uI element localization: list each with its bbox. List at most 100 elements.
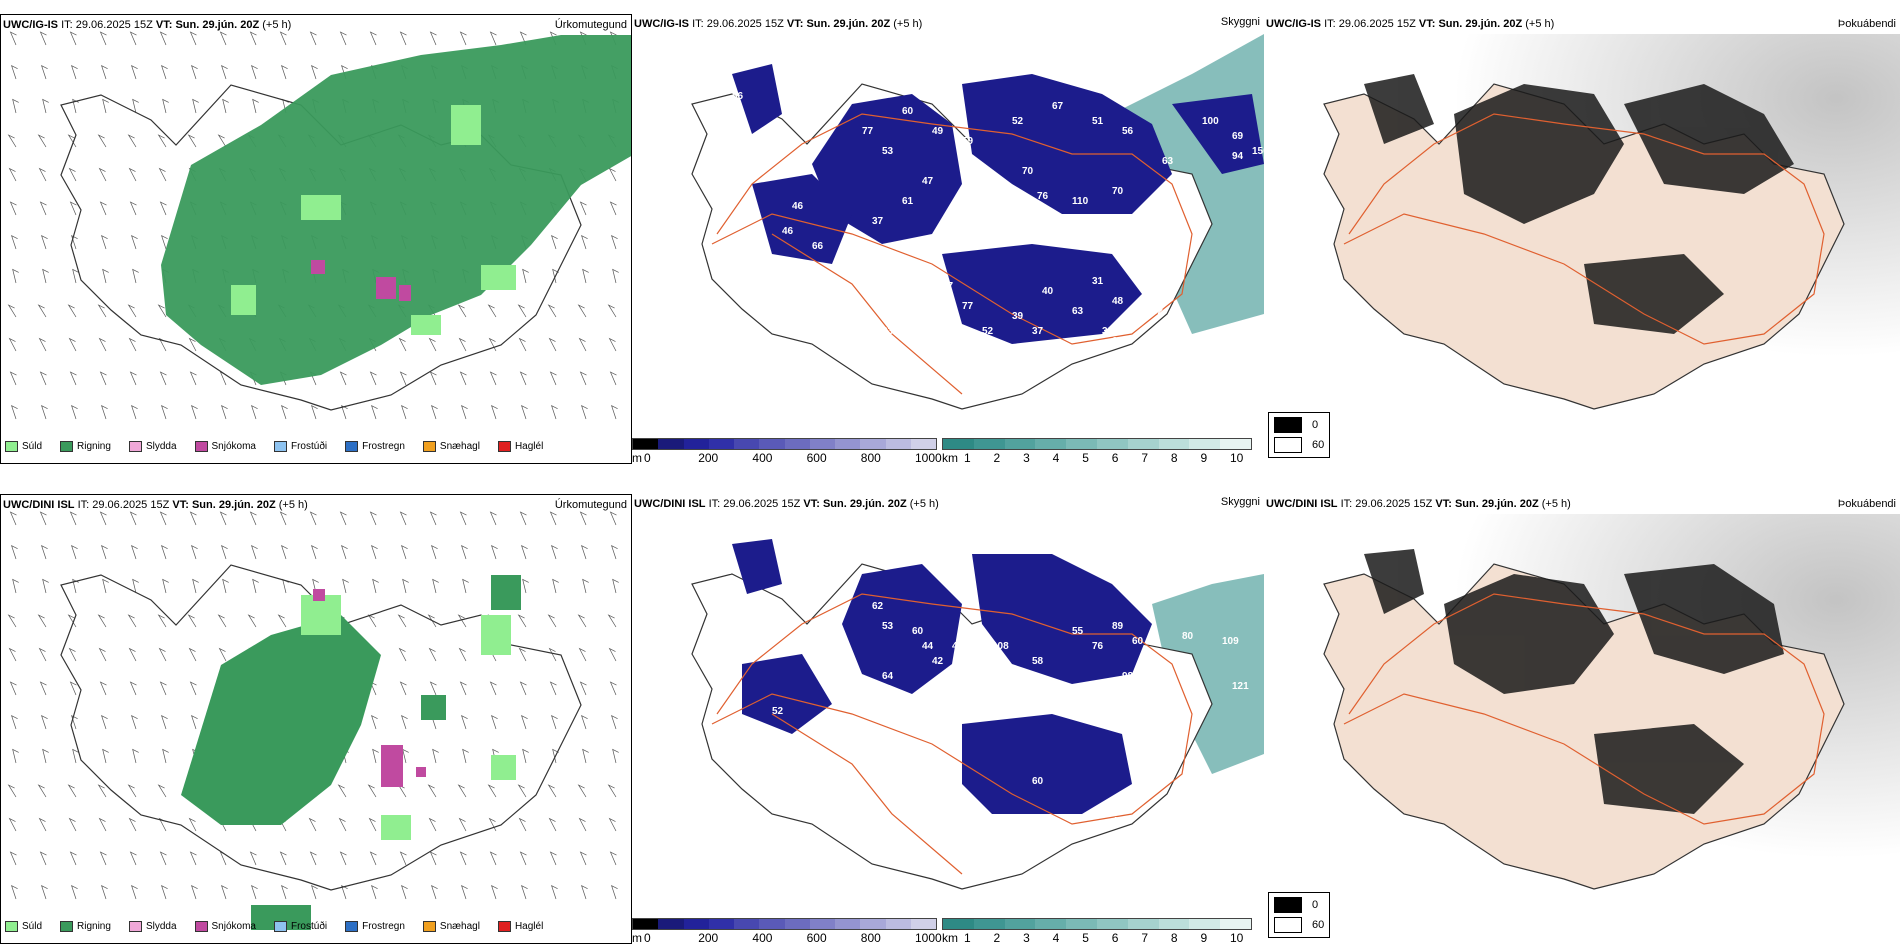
- legend-label: Frostúði: [290, 921, 328, 932]
- visibility-label: 48: [1082, 846, 1094, 857]
- wind-barb: [132, 748, 139, 764]
- wind-barb: [579, 511, 587, 526]
- visibility-label: 78: [1002, 696, 1014, 707]
- wind-barb: [128, 647, 137, 662]
- snow-areas: [313, 589, 426, 787]
- colorbar-tick: 3: [1023, 931, 1030, 944]
- visibility-label: 98: [1122, 671, 1134, 682]
- row2-header-visibility: UWC/DINI ISL IT: 29.06.2025 15Z VT: Sun.…: [634, 498, 939, 510]
- wind-barb: [581, 405, 588, 420]
- colorbar-step: [1158, 919, 1190, 929]
- visibility-label: 55: [792, 756, 804, 767]
- wind-barb: [547, 784, 557, 798]
- wind-barb: [189, 371, 197, 386]
- visibility-label: 51: [1092, 116, 1104, 127]
- wind-barb: [161, 885, 168, 900]
- iceland-coastline: [60, 564, 582, 891]
- wind-barb: [338, 817, 347, 832]
- visibility-label: 96: [727, 566, 739, 577]
- colorbar-tick: 4: [1052, 451, 1060, 464]
- wind-barb: [577, 304, 587, 318]
- wind-barb: [429, 851, 437, 866]
- visibility-map-1: 56 13 53 77 60 49 53 59 52 67 51 56 63 100 69 94 156 46 47…: [691, 34, 1264, 432]
- colorbar-tick: 1000: [915, 451, 942, 464]
- visibility-label: 62: [872, 601, 884, 612]
- wind-barb: [221, 65, 228, 80]
- wind-barb: [98, 647, 107, 662]
- fog-legend: 0 60: [1268, 412, 1331, 458]
- wind-barb: [41, 235, 48, 250]
- wind-barb: [97, 304, 107, 318]
- wind-barb: [131, 235, 138, 250]
- wind-barb: [11, 235, 18, 250]
- wind-barb: [99, 681, 107, 696]
- colorbar-step: [973, 919, 1005, 929]
- wind-barb: [131, 65, 138, 80]
- colorbar-tick: 7: [1141, 451, 1149, 464]
- visibility-colorbar-ramp: [942, 918, 1252, 930]
- visibility-label: 63: [742, 601, 754, 612]
- wind-barb: [67, 784, 77, 798]
- colorbar-step: [860, 439, 886, 449]
- colorbar-step: [1189, 919, 1221, 929]
- wind-barb: [132, 268, 139, 284]
- wind-barb: [551, 235, 558, 250]
- wind-barb: [339, 511, 347, 526]
- precip-legend: Súld Rigning Slydda Snjókoma Frostúði Frostre…: [5, 921, 557, 932]
- wind-barb: [279, 511, 287, 526]
- wind-barb: [222, 98, 229, 114]
- visibility-label: 65: [932, 806, 944, 817]
- colorbar-step: [1035, 919, 1067, 929]
- colorbar-tick: 1: [964, 931, 971, 944]
- wind-barb: [399, 851, 407, 866]
- wind-barb: [581, 235, 588, 250]
- visibility-label: 72: [992, 176, 1004, 187]
- visibility-label: 50: [902, 241, 914, 252]
- wind-barb: [191, 65, 198, 80]
- visibility-label: 63: [1162, 156, 1174, 167]
- wind-barb: [342, 578, 349, 594]
- wind-barb: [427, 614, 437, 628]
- colorbar-step: [734, 439, 760, 449]
- wind-barb: [609, 851, 617, 866]
- fog-swatch: [1274, 417, 1302, 433]
- panel-title-fog: Þokuábendi: [1837, 18, 1896, 30]
- colorbar-step: [1127, 919, 1159, 929]
- visibility-label: 60: [1032, 776, 1044, 787]
- wind-barb: [608, 647, 617, 662]
- colorbar-step: [910, 919, 936, 929]
- wind-barb: [548, 817, 557, 832]
- visibility-label: 60: [902, 106, 914, 117]
- wind-barb: [339, 31, 347, 46]
- legend-swatch: [273, 441, 287, 452]
- wind-barb: [547, 614, 557, 628]
- wind-barb: [458, 337, 467, 352]
- wind-barb: [187, 614, 197, 628]
- visibility-label: 60: [922, 686, 934, 697]
- wind-barb: [489, 681, 497, 696]
- wind-barb: [611, 885, 618, 900]
- fog-map-1: [1264, 34, 1900, 464]
- wind-barb: [221, 885, 228, 900]
- wind-barb: [159, 371, 167, 386]
- wind-barb: [577, 784, 587, 798]
- wind-barb: [311, 65, 318, 80]
- drizzle-areas: [231, 105, 516, 335]
- colorbar-tick: 6: [1111, 931, 1119, 944]
- wind-barb: [399, 511, 407, 526]
- wind-barb: [311, 885, 318, 900]
- visibility-label: 76: [1092, 641, 1104, 652]
- wind-barb: [132, 578, 139, 594]
- wind-barb: [9, 681, 17, 696]
- colorbar-step: [1096, 439, 1128, 449]
- wind-barb: [101, 715, 108, 730]
- wind-barb: [489, 511, 497, 526]
- wind-barb: [192, 98, 199, 114]
- roads: [1343, 593, 1825, 825]
- wind-barb: [69, 681, 77, 696]
- visibility-label: 63: [1152, 196, 1164, 207]
- colorbar-tick: 9: [1200, 451, 1208, 464]
- wind-barb: [548, 647, 557, 662]
- wind-barb: [72, 268, 79, 284]
